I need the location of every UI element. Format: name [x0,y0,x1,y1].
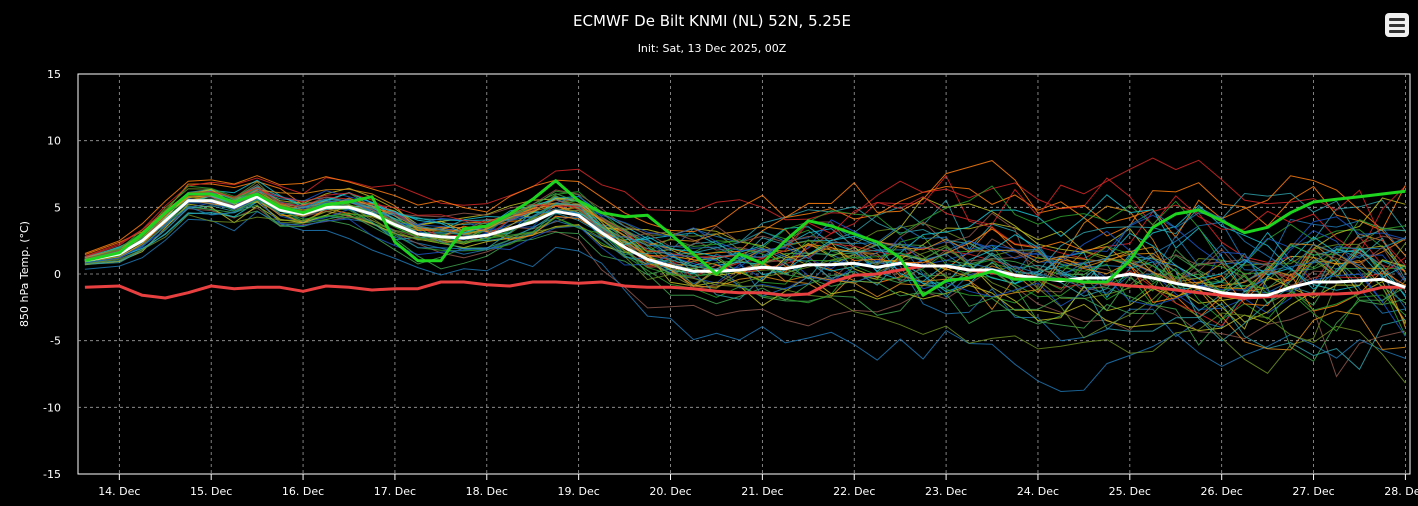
ensemble-member-line [84,206,1406,384]
x-tick-label: 23. Dec [925,485,967,498]
x-tick-label: 27. Dec [1292,485,1334,498]
x-tick-label: 22. Dec [833,485,875,498]
ensemble-member-line [84,198,1406,342]
x-axis-ticks: 14. Dec 15. Dec 16. Dec 17. Dec 18. Dec 19. D… [98,474,1418,498]
y-tick-label: 15 [47,68,61,81]
x-tick-label: 20. Dec [649,485,691,498]
x-tick-label: 18. Dec [466,485,508,498]
operational-line [84,179,1406,297]
y-tick-label: -5 [50,335,61,348]
chart-title: ECMWF De Bilt KNMI (NL) 52N, 5.25E [573,12,851,30]
x-tick-label: 17. Dec [374,485,416,498]
menu-bar [1389,18,1405,21]
y-tick-label: -10 [43,401,61,414]
y-tick-label: -15 [43,468,61,481]
ensemble-member-line [84,174,1406,283]
x-tick-label: 28. Dec [1384,485,1418,498]
ensemble-members [84,157,1406,393]
main-series [84,179,1406,300]
x-tick-label: 24. Dec [1017,485,1059,498]
x-tick-label: 15. Dec [190,485,232,498]
menu-bar [1389,24,1405,27]
x-tick-label: 19. Dec [558,485,600,498]
ensemble-member-line [84,168,1406,257]
ensemble-member-line [84,160,1406,254]
ensemble-mean-line [84,195,1406,297]
ensemble-member-line [84,194,1406,275]
x-tick-label: 16. Dec [282,485,324,498]
y-axis-label: 850 hPa Temp. (°C) [18,221,31,327]
y-tick-label: 5 [54,201,61,214]
y-tick-label: 10 [47,135,61,148]
ensemble-member-line [84,211,1406,393]
x-tick-label: 14. Dec [98,485,140,498]
ensemble-member-line [84,193,1406,303]
menu-bar [1389,30,1405,33]
hamburger-menu-icon[interactable] [1385,13,1409,37]
ensemble-member-line [84,157,1406,266]
x-tick-label: 25. Dec [1109,485,1151,498]
x-tick-label: 21. Dec [741,485,783,498]
y-axis-ticks: 15 10 5 0 -5 -10 -15 [43,68,61,481]
ensemble-member-line [84,188,1406,327]
ensemble-member-line [84,188,1406,328]
chart-subtitle: Init: Sat, 13 Dec 2025, 00Z [638,42,787,55]
y-tick-label: 0 [54,268,61,281]
climatology-line [84,264,1406,300]
x-tick-label: 26. Dec [1201,485,1243,498]
ensemble-member-line [84,199,1406,336]
ensemble-member-line [84,188,1406,298]
